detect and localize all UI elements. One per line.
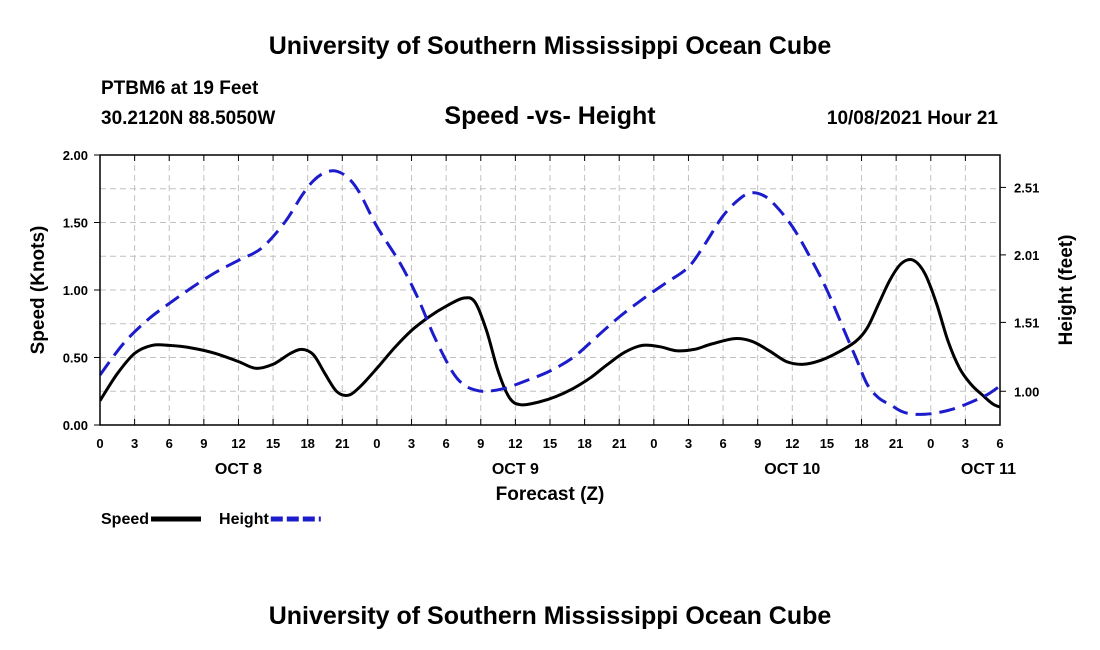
x-tick-label: 6: [996, 436, 1003, 451]
series-layer: [100, 169, 1000, 416]
x-tick-label: 3: [962, 436, 969, 451]
y2-tick-label: 1.00: [1014, 384, 1039, 399]
y-tick-label: 2.00: [63, 148, 88, 163]
station-label: PTBM6 at 19 Feet: [101, 78, 259, 99]
y2-tick-label: 2.51: [1014, 180, 1039, 195]
x-tick-label: 12: [785, 436, 799, 451]
series-line-height: [100, 169, 1000, 416]
x-tick-label: 6: [166, 436, 173, 451]
x-tick-label: 6: [719, 436, 726, 451]
top-title: University of Southern Mississippi Ocean…: [269, 32, 832, 60]
grid-lines: [100, 155, 1000, 425]
y-tick-label: 1.50: [63, 216, 88, 231]
x-tick-label: 3: [685, 436, 692, 451]
x-tick-label: 15: [820, 436, 834, 451]
x-tick-label: 3: [408, 436, 415, 451]
x-tick-label: 18: [300, 436, 314, 451]
x-tick-label: 21: [335, 436, 349, 451]
x-tick-label: 18: [577, 436, 591, 451]
x-tick-label: 12: [508, 436, 522, 451]
x-tick-label: 0: [373, 436, 380, 451]
x-tick-label: 0: [927, 436, 934, 451]
coords-label: 30.2120N 88.5050W: [101, 108, 275, 129]
series-line-speed: [100, 258, 1000, 409]
y2-tick-label: 2.01: [1014, 248, 1039, 263]
x-tick-label: 12: [231, 436, 245, 451]
date-label: OCT 8: [215, 461, 262, 478]
x-tick-label: 3: [131, 436, 138, 451]
y2-axis-label: Height (feet): [1056, 235, 1077, 346]
legend-label-height: Height: [219, 511, 269, 528]
x-tick-label: 18: [854, 436, 868, 451]
y-tick-label: 0.50: [63, 351, 88, 366]
x-tick-label: 0: [96, 436, 103, 451]
date-label: OCT 9: [492, 461, 539, 478]
x-tick-label: 9: [477, 436, 484, 451]
y-axis-label: Speed (Knots): [28, 226, 49, 355]
x-tick-label: 21: [612, 436, 626, 451]
axes-layer: 0 3 6 9 12 15 18 21 0 3 6 9 12 15 18 21 0 3 6 9 12 15 18 21 0 3 6 0…: [63, 148, 1040, 478]
x-tick-label: 15: [266, 436, 280, 451]
y2-tick-label: 1.51: [1014, 315, 1039, 330]
legend: Speed Height: [101, 511, 321, 528]
timestamp-label: 10/08/2021 Hour 21: [827, 108, 999, 129]
y-tick-label: 0.00: [63, 418, 88, 433]
date-label: OCT 11: [961, 461, 1016, 478]
plot-title: Speed -vs- Height: [444, 102, 656, 130]
x-axis-label: Forecast (Z): [496, 484, 605, 505]
legend-label-speed: Speed: [101, 511, 149, 528]
x-tick-label: 0: [650, 436, 657, 451]
x-tick-label: 6: [443, 436, 450, 451]
x-tick-label: 21: [889, 436, 903, 451]
date-label: OCT 10: [764, 461, 820, 478]
bottom-title: University of Southern Mississippi Ocean…: [269, 602, 832, 630]
x-tick-label: 15: [543, 436, 557, 451]
x-tick-label: 9: [200, 436, 207, 451]
x-tick-label: 9: [754, 436, 761, 451]
y-tick-label: 1.00: [63, 283, 88, 298]
